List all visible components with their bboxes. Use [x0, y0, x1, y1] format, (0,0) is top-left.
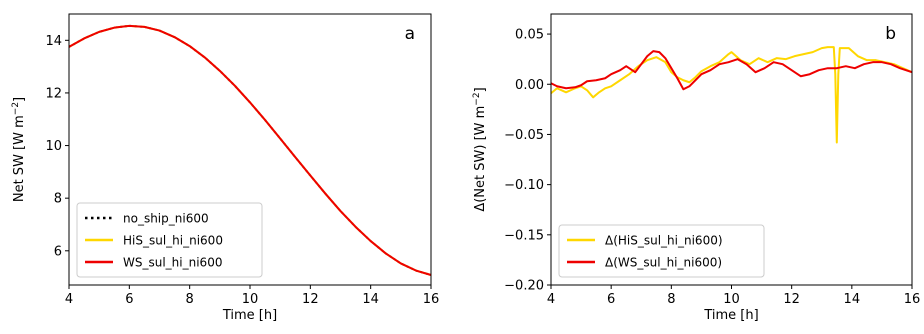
y-axis-label: Δ(Net SW) [W m−2] [472, 87, 488, 211]
y-tick-label: −0.20 [504, 279, 544, 294]
panel-label: b [885, 24, 896, 44]
y-tick-label: −0.10 [504, 178, 544, 193]
legend-box [76, 202, 263, 278]
x-axis-label: Time [h] [703, 308, 758, 323]
y-axis-label-end: ] [12, 97, 27, 102]
y-axis-label-main: Δ(Net SW) [W m [473, 106, 488, 212]
x-tick-label: 8 [186, 292, 194, 307]
series-line-0 [550, 46, 913, 144]
x-axis-label: Time [h] [222, 308, 277, 323]
y-tick-label: 14 [45, 34, 62, 49]
x-tick-label: 16 [423, 292, 440, 307]
y-tick-label: −0.15 [504, 228, 544, 243]
y-tick-label: 10 [45, 139, 62, 154]
x-tick-label: 12 [783, 292, 800, 307]
series-line-2 [68, 24, 432, 276]
legend-box [558, 224, 765, 278]
y-tick-label: 0.00 [515, 78, 544, 93]
x-tick-label: 14 [844, 292, 861, 307]
x-tick-label: 6 [125, 292, 133, 307]
legend-entry-label: WS_sul_hi_ni600 [123, 256, 222, 270]
legend-entry-label: HiS_sul_hi_ni600 [123, 234, 223, 248]
x-tick-label: 10 [723, 292, 740, 307]
legend-entry-label: no_ship_ni600 [123, 212, 209, 226]
x-tick-label: 4 [547, 292, 555, 307]
x-tick-label: 16 [904, 292, 921, 307]
x-tick-label: 6 [607, 292, 615, 307]
y-axis-label-main: Net SW [W m [12, 115, 27, 202]
x-tick-label: 12 [302, 292, 319, 307]
y-axis-label-end: ] [473, 87, 488, 92]
y-tick-label: 8 [54, 192, 62, 207]
x-tick-label: 14 [362, 292, 379, 307]
y-axis-label-exponent: −2 [11, 102, 21, 115]
panel-label: a [405, 24, 415, 44]
series-line-1 [550, 50, 913, 91]
legend-entry-label: Δ(HiS_sul_hi_ni600) [605, 234, 723, 248]
x-tick-label: 10 [242, 292, 259, 307]
y-axis-label-exponent: −2 [472, 92, 482, 105]
x-tick-label: 4 [65, 292, 73, 307]
x-tick-label: 8 [667, 292, 675, 307]
y-tick-label: 0.05 [515, 28, 544, 43]
y-tick-label: 6 [54, 244, 62, 259]
y-tick-label: −0.05 [504, 128, 544, 143]
legend-entry-label: Δ(WS_sul_hi_ni600) [605, 256, 722, 270]
panel-b-chart: 4 6 8 10 12 14 16 −0.20 −0.15 −0.10 −0.05 0.00 0.05 T… [472, 13, 921, 323]
y-axis-label: Net SW [W m−2] [11, 97, 27, 202]
panel-a-chart: 4 6 8 10 12 14 16 6 8 10 12 14 Time [h] Net SW [W m−2… [11, 13, 440, 323]
y-tick-label: 12 [45, 86, 62, 101]
